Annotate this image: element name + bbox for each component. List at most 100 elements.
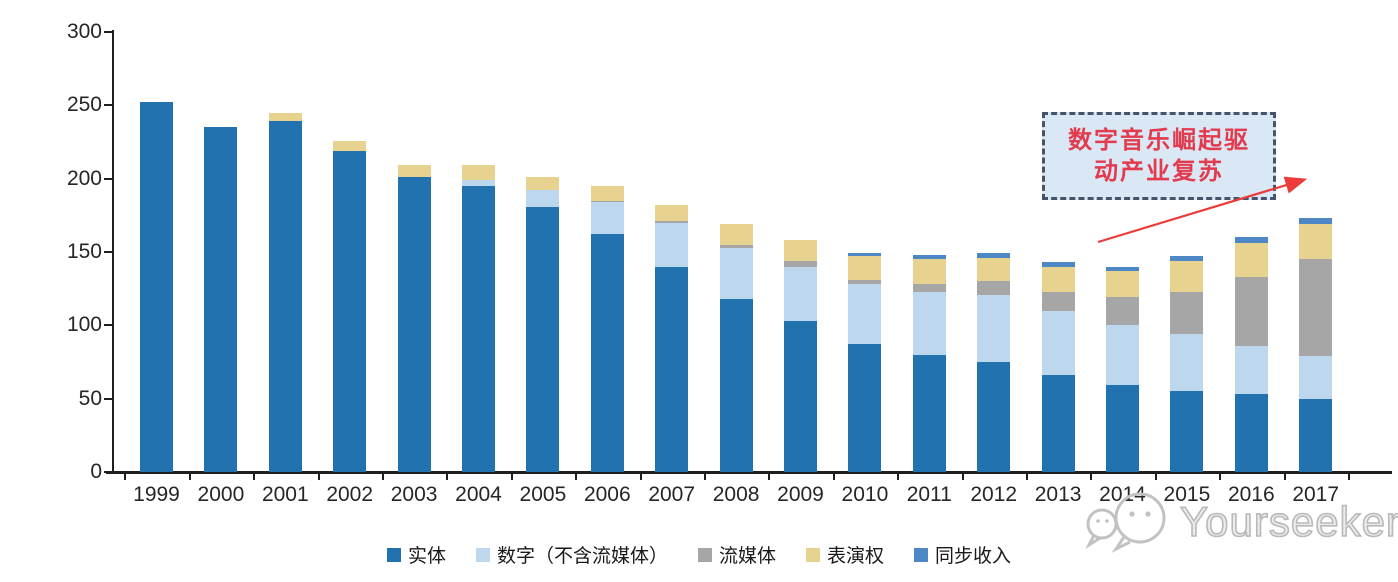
x-tick-mark: [832, 473, 835, 480]
bar-segment-2013-数字（不含流媒体）: [1041, 310, 1075, 376]
legend-swatch-icon: [697, 547, 712, 562]
bar-segment-2009-数字（不含流媒体）: [784, 266, 817, 321]
x-tick-mark: [639, 473, 642, 480]
x-tick-mark: [1154, 473, 1157, 480]
x-tick-mark: [510, 473, 513, 480]
x-tick-mark: [1090, 473, 1093, 480]
bar-segment-2010-实体: [848, 344, 882, 472]
y-tick-label-200: 200: [66, 166, 102, 190]
x-tick-label-2013: 2013: [1034, 483, 1082, 506]
bar-segment-2006-表演权: [590, 186, 624, 201]
bar-segment-2015-实体: [1170, 391, 1204, 472]
chat-bubbles-logo-icon: [1085, 492, 1166, 553]
bar-segment-2005-数字（不含流媒体）: [526, 190, 560, 207]
bar-segment-2008-数字（不含流媒体）: [719, 247, 753, 299]
bar-segment-2009-流媒体: [784, 260, 817, 267]
bar-segment-2014-数字（不含流媒体）: [1106, 325, 1139, 386]
bar-segment-2004-表演权: [462, 165, 495, 181]
legend-label: 实体: [407, 546, 446, 567]
y-tick-mark: [104, 177, 112, 180]
legend-label: 表演权: [827, 546, 885, 567]
bar-segment-2008-实体: [719, 298, 753, 472]
bar-segment-2016-流媒体: [1234, 276, 1268, 346]
x-tick-label-2005: 2005: [519, 483, 567, 506]
bar-segment-2017-实体: [1299, 398, 1333, 472]
x-tick-label-1999: 1999: [133, 483, 180, 506]
bar-segment-2013-流媒体: [1041, 291, 1075, 311]
bar-segment-2014-表演权: [1106, 271, 1139, 298]
y-tick-label-250: 250: [66, 93, 102, 117]
x-tick-mark: [124, 473, 127, 480]
bar-segment-2004-数字（不含流媒体）: [462, 180, 495, 186]
bar-segment-2013-表演权: [1041, 266, 1075, 292]
bar-segment-2014-实体: [1106, 385, 1139, 472]
x-tick-mark: [703, 473, 706, 480]
x-tick-mark: [575, 473, 578, 480]
bar-segment-2012-同步收入: [977, 253, 1011, 258]
legend-label: 同步收入: [935, 546, 1012, 567]
bar-segment-2006-流媒体: [590, 200, 624, 203]
y-tick-label-150: 150: [66, 240, 102, 263]
bar-segment-2005-实体: [526, 206, 560, 472]
legend: 实体 数字（不含流媒体） 流媒体 表演权 同步收入: [0, 541, 1398, 568]
y-tick-label-50: 50: [78, 386, 102, 410]
bar-segment-2012-流媒体: [977, 281, 1011, 295]
x-tick-mark: [768, 473, 771, 480]
annotation-callout-box: 数字音乐崛起驱 动产业复苏: [1042, 112, 1276, 200]
bar-segment-2007-数字（不含流媒体）: [655, 222, 689, 267]
annotation-text-line1: 数字音乐崛起驱: [1068, 127, 1250, 154]
x-tick-mark: [961, 473, 964, 480]
x-tick-label-2011: 2011: [906, 483, 952, 506]
bar-segment-2017-同步收入: [1299, 218, 1333, 225]
x-tick-mark: [317, 473, 320, 480]
watermark: Yourseeker: [1082, 486, 1398, 558]
bar-segment-2006-数字（不含流媒体）: [590, 202, 624, 235]
bar-segment-2010-流媒体: [848, 279, 882, 285]
legend-item-实体: 实体: [386, 541, 446, 568]
bar-segment-2017-流媒体: [1299, 259, 1333, 357]
x-tick-label-2015: 2015: [1163, 483, 1211, 506]
bar-segment-2011-同步收入: [912, 254, 946, 260]
bar-segment-2011-数字（不含流媒体）: [912, 291, 946, 355]
x-tick-mark: [253, 473, 256, 480]
legend-swatch-icon: [475, 547, 490, 562]
bar-segment-2012-实体: [977, 362, 1011, 472]
bar-segment-2007-实体: [655, 266, 689, 472]
bar-segment-2004-实体: [462, 186, 495, 472]
bar-segment-2005-表演权: [526, 177, 560, 191]
legend-label: 数字（不含流媒体）: [496, 546, 668, 567]
x-tick-label-2010: 2010: [841, 483, 889, 506]
x-tick-mark: [188, 473, 191, 480]
x-tick-label-2002: 2002: [326, 483, 374, 506]
y-tick-mark: [104, 31, 112, 33]
bar-segment-2003-表演权: [397, 165, 431, 178]
x-tick-label-2003: 2003: [390, 483, 438, 506]
x-tick-label-2016: 2016: [1227, 483, 1275, 506]
bar-segment-2015-同步收入: [1170, 256, 1204, 261]
bar-segment-2008-流媒体: [719, 244, 753, 248]
bar-segment-2012-表演权: [977, 257, 1011, 282]
x-tick-mark: [1219, 473, 1222, 480]
x-tick-label-2004: 2004: [455, 483, 502, 506]
bar-segment-2016-数字（不含流媒体）: [1234, 345, 1268, 395]
bar-segment-2010-同步收入: [848, 253, 882, 257]
bar-segment-2006-实体: [590, 234, 624, 472]
bar-segment-2010-表演权: [848, 256, 882, 280]
x-tick-label-2006: 2006: [583, 483, 631, 506]
watermark-text: Yourseeker: [1179, 497, 1398, 546]
bar-segment-2003-实体: [397, 177, 431, 472]
y-tick-mark: [104, 251, 112, 253]
bar-segment-2002-实体: [333, 150, 367, 472]
bar-segment-2015-数字（不含流媒体）: [1170, 334, 1204, 392]
bar-segment-2012-数字（不含流媒体）: [977, 294, 1011, 362]
x-tick-label-2012: 2012: [970, 483, 1018, 506]
legend-item-同步收入: 同步收入: [914, 541, 1011, 568]
x-tick-mark: [381, 473, 384, 480]
bar-segment-2001-实体: [268, 121, 302, 472]
bar-segment-2007-表演权: [655, 205, 689, 222]
bar-segment-1999-实体: [140, 102, 173, 472]
x-tick-label-2017: 2017: [1292, 483, 1340, 506]
bar-segment-2016-表演权: [1234, 243, 1268, 277]
annotation-arrow-icon: [1097, 176, 1308, 244]
y-axis-line: [112, 30, 114, 473]
